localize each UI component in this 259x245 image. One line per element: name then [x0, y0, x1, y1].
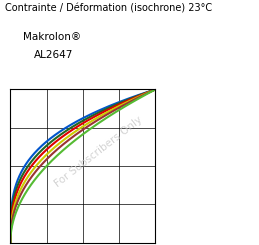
- Text: For Subscribers Only: For Subscribers Only: [53, 115, 144, 189]
- Text: Contrainte / Déformation (isochrone) 23°C: Contrainte / Déformation (isochrone) 23°…: [5, 4, 212, 14]
- Text: AL2647: AL2647: [34, 50, 73, 60]
- Text: Makrolon®: Makrolon®: [23, 32, 81, 42]
